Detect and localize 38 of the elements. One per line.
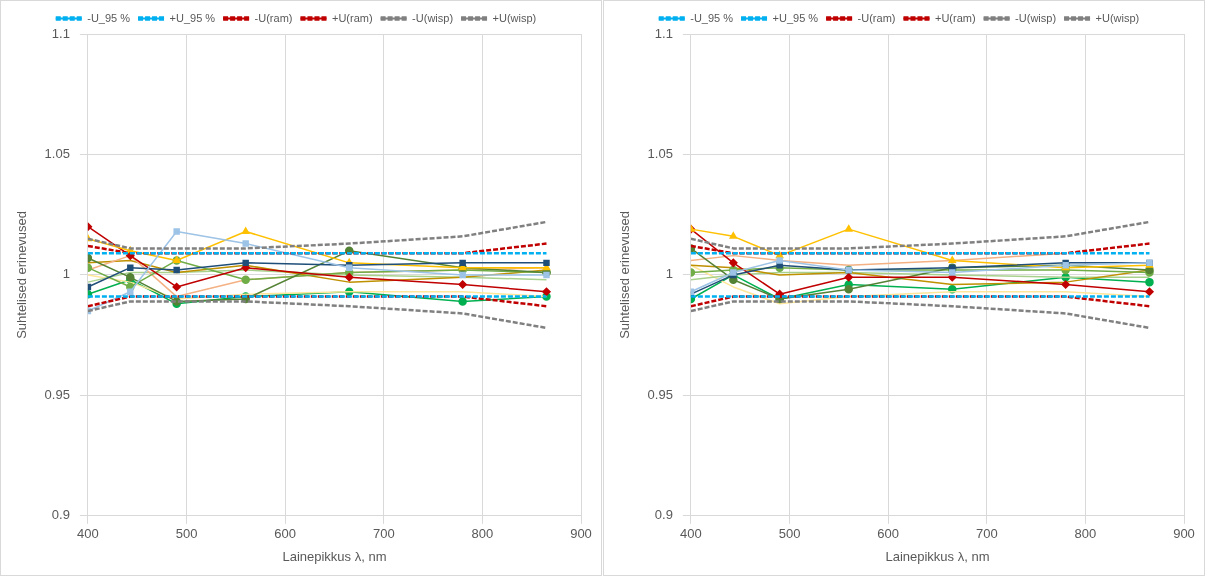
legend-label: -U(wisp) [1015,11,1057,24]
x-tick-label: 600 [877,526,899,542]
y-axis-title: Suhtelised erinevused [617,210,633,339]
legend-label: +U(ram) [934,11,976,24]
legend-label: +U_95 % [169,11,216,24]
x-axis-title: Lainepikkus λ, nm [282,548,387,564]
legend-label: -U_95 % [690,11,734,24]
y-tick-label: 1 [665,266,673,282]
legend-label: +U_95 % [772,11,819,24]
legend-label: +U(ram) [331,11,373,24]
x-tick-label: 800 [471,526,494,542]
y-tick-label: 1.1 [654,25,673,41]
y-tick-label: 1.05 [647,146,673,162]
x-tick-label: 900 [1173,526,1195,542]
y-tick-label: 1.05 [44,146,70,162]
x-tick-label: 700 [372,526,395,542]
legend-label: -U(ram) [254,11,293,24]
y-tick-label: 0.9 [654,507,673,523]
x-tick-label: 900 [570,526,592,542]
y-tick-label: 0.9 [51,507,70,523]
y-tick-label: 1 [62,266,70,282]
legend-label: +U(wisp) [492,11,537,24]
x-axis-title: Lainepikkus λ, nm [885,548,990,564]
x-tick-label: 400 [680,526,702,542]
y-tick-label: 1.1 [51,25,70,41]
x-tick-label: 700 [975,526,998,542]
x-tick-label: 500 [175,526,198,542]
legend-label: +U(wisp) [1095,11,1140,24]
legend-label: -U(wisp) [412,11,454,24]
legend-label: -U(ram) [857,11,896,24]
x-tick-label: 800 [1074,526,1097,542]
legend-label: -U_95 % [87,11,131,24]
y-axis-title: Suhtelised erinevused [14,210,30,339]
y-tick-label: 0.95 [647,386,673,402]
x-tick-label: 500 [778,526,801,542]
x-tick-label: 400 [77,526,99,542]
y-tick-label: 0.95 [44,386,70,402]
x-tick-label: 600 [274,526,296,542]
